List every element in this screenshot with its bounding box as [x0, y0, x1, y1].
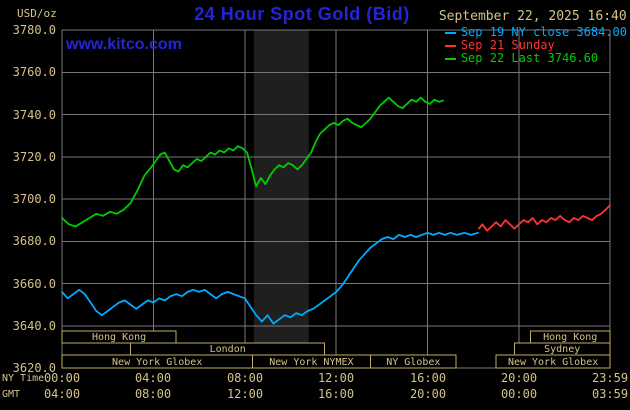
- session-label: Hong Kong: [92, 332, 146, 343]
- y-tick-label: 3700.0: [12, 192, 56, 206]
- y-tick-label: 3780.0: [12, 23, 56, 37]
- y-tick-label: 3620.0: [12, 361, 56, 375]
- datetime-label: September 22, 2025 16:40: [438, 9, 627, 24]
- session-box: [370, 354, 457, 369]
- session-label: NY Globex: [386, 357, 440, 368]
- y-tick-label: 3720.0: [12, 149, 56, 164]
- x-tick-gmt: 16:00: [317, 387, 355, 401]
- session-box: [495, 354, 611, 369]
- x-tick-gmt: 08:00: [134, 387, 172, 401]
- y-tick-label: 3760.0: [12, 65, 56, 80]
- session-box: [61, 330, 177, 344]
- y-tick-label: 3660.0: [12, 276, 56, 291]
- gmt-axis-label: GMT: [2, 389, 21, 400]
- x-tick-ny: 20:00: [500, 371, 538, 385]
- legend-label: Sep 22 Last 3746.60: [460, 51, 599, 65]
- units-label: USD/oz: [17, 7, 57, 20]
- x-tick-gmt: 20:00: [409, 387, 447, 401]
- x-tick-gmt: 12:00: [226, 387, 264, 401]
- legend: Sep 19 NY close 3684.00 Sep 21 Sunday Sep …: [439, 26, 627, 65]
- session-label: New York NYMEX: [269, 357, 353, 368]
- price-line-sep-21-sunday: [478, 204, 611, 232]
- x-tick-ny: 23:59: [591, 371, 629, 385]
- legend-label: Sep 21 Sunday: [460, 38, 555, 52]
- legend-item: Sep 22 Last 3746.60: [444, 51, 627, 65]
- y-tick-label: 3680.0: [12, 234, 56, 249]
- ny-time-axis-label: NY Time: [2, 373, 45, 384]
- legend-color-dash: [444, 57, 456, 60]
- legend-item: Sep 19 NY close 3684.00: [444, 25, 627, 39]
- page-title: 24 Hour Spot Gold (Bid): [194, 4, 410, 24]
- price-line-sep-19-ny-close: [61, 231, 479, 325]
- x-tick-ny: 12:00: [317, 371, 355, 385]
- legend-color-dash: [444, 44, 456, 47]
- x-tick-gmt: 00:00: [500, 387, 538, 401]
- x-tick-gmt: 03:59: [591, 387, 629, 401]
- session-label: New York Globex: [112, 357, 202, 368]
- x-tick-ny: 08:00: [226, 371, 264, 385]
- session-label: Sydney: [544, 344, 580, 355]
- session-label: Hong Kong: [543, 332, 597, 343]
- legend-item: Sep 21 Sunday: [444, 38, 627, 52]
- session-label: New York Globex: [508, 357, 598, 368]
- y-tick-label: 3740.0: [12, 107, 56, 122]
- chart-info-block: September 22, 2025 16:40 Sep 19 NY close…: [439, 9, 627, 65]
- price-line-sep-22-last: [61, 96, 444, 228]
- legend-color-dash: [444, 31, 456, 34]
- legend-label: Sep 19 NY close 3684.00: [460, 25, 627, 39]
- x-tick-ny: 16:00: [409, 371, 447, 385]
- kitco-watermark-link[interactable]: www.kitco.com: [66, 36, 182, 53]
- y-tick-label: 3640.0: [12, 318, 56, 333]
- x-tick-ny: 00:00: [43, 371, 81, 385]
- x-tick-ny: 04:00: [134, 371, 172, 385]
- x-tick-gmt: 04:00: [43, 387, 81, 401]
- session-label: London: [210, 344, 246, 355]
